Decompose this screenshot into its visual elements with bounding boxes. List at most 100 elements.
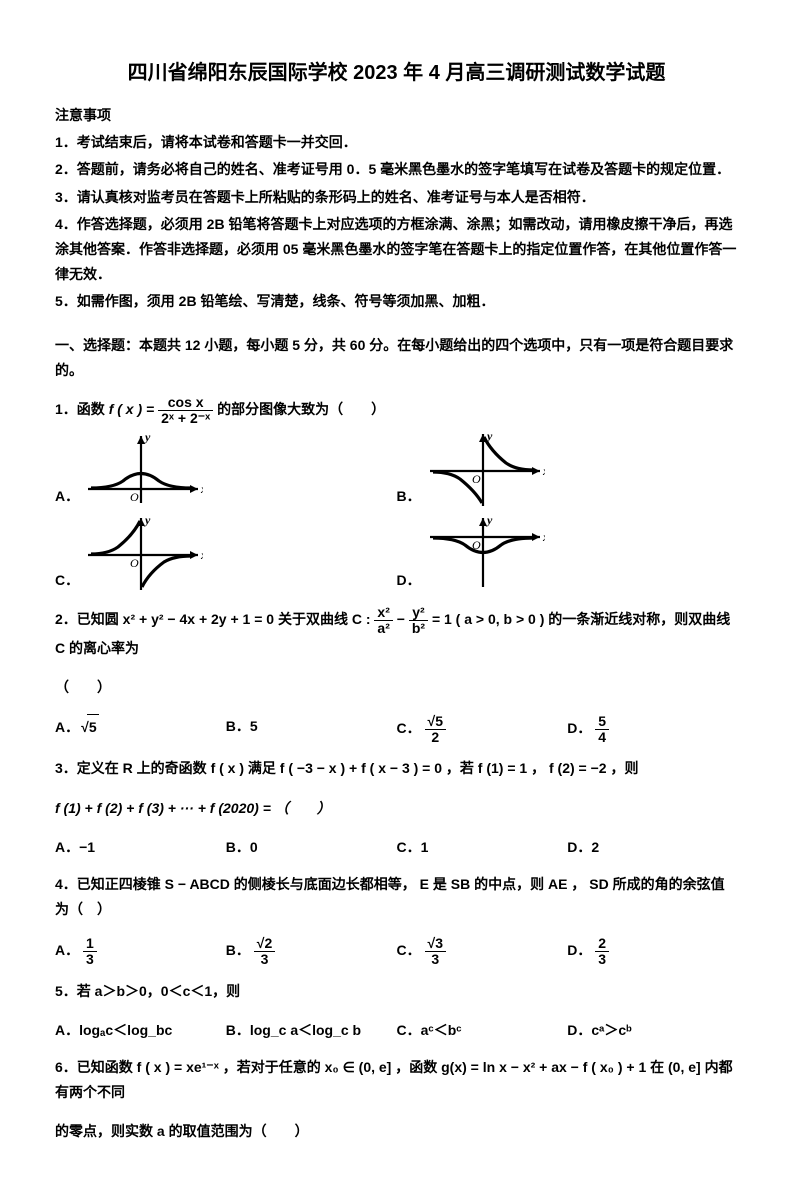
question-3-stem: 3．定义在 R 上的奇函数 f ( x ) 满足 f ( −3 − x ) + … [55, 756, 738, 781]
q2-d-num: 5 [595, 714, 609, 730]
q4-d-den: 3 [595, 952, 609, 967]
q2-frac1-num: x² [374, 605, 392, 621]
graph-d-icon: x y O [425, 515, 545, 593]
q2-options: A．5 B．5 C． √52 D． 54 [55, 714, 738, 744]
svg-text:O: O [130, 490, 139, 504]
note-line: 1．考试结束后，请将本试卷和答题卡一并交回． [55, 130, 738, 155]
q2-opt-d: D． 54 [567, 714, 738, 744]
section-heading: 一、选择题：本题共 12 小题，每小题 5 分，共 60 分。在每小题给出的四个… [55, 333, 738, 383]
q3-opt-c: C．1 [397, 835, 568, 860]
question-3-expr: f (1) + f (2) + f (3) + ··· + f (2020) =… [55, 796, 738, 821]
q1-graph-row-2: C． x y O D． x y O [55, 515, 738, 593]
q1-opt-d-cell: D． x y O [397, 515, 739, 593]
page-title: 四川省绵阳东辰国际学校 2023 年 4 月高三调研测试数学试题 [55, 55, 738, 91]
question-6-line2: 的零点，则实数 a 的取值范围为（ ） [55, 1119, 738, 1144]
q2-frac2-den: b² [409, 621, 428, 636]
q4-c-frac: √33 [425, 936, 446, 966]
svg-text:x: x [542, 464, 545, 478]
sqrt-icon: 5 [79, 714, 98, 740]
q4-d-frac: 23 [595, 936, 609, 966]
q3-opt-d: D．2 [567, 835, 738, 860]
svg-text:x: x [200, 482, 203, 496]
q1-label-a: A． [55, 484, 83, 509]
exam-page: 四川省绵阳东辰国际学校 2023 年 4 月高三调研测试数学试题 注意事项 1．… [0, 0, 793, 1199]
question-2: 2．已知圆 x² + y² − 4x + 2y + 1 = 0 关于双曲线 C … [55, 605, 738, 661]
q4-c-num: √3 [425, 936, 446, 952]
svg-text:y: y [485, 515, 493, 527]
q1-label-b: B． [397, 484, 425, 509]
svg-text:O: O [130, 556, 139, 570]
q5-opt-a: A．logₐc＜log_bc [55, 1018, 226, 1043]
q1-opt-c-cell: C． x y O [55, 515, 397, 593]
q1-stem-post: 的部分图像大致为（ ） [217, 401, 385, 417]
q1-stem-pre: 1．函数 [55, 401, 109, 417]
q2-d-frac: 54 [595, 714, 609, 744]
question-1: 1．函数 f ( x ) = cos x 2ˣ + 2⁻ˣ 的部分图像大致为（ … [55, 395, 738, 425]
q3-opt-b: B．0 [226, 835, 397, 860]
svg-text:y: y [143, 431, 151, 444]
q5-opt-c: C．aᶜ＜bᶜ [397, 1018, 568, 1043]
notes-header: 注意事项 [55, 103, 738, 128]
q2-opt-c-label: C． [397, 720, 421, 736]
q1-num: cos x [158, 395, 213, 411]
q4-opt-b: B． √23 [226, 936, 397, 966]
q2-pre: 2．已知圆 x² + y² − 4x + 2y + 1 = 0 关于双曲线 C … [55, 611, 374, 627]
svg-text:x: x [200, 548, 203, 562]
q2-opt-a-label: A． [55, 719, 79, 735]
q4-opt-c: C． √33 [397, 936, 568, 966]
q4-a-num: 1 [83, 936, 97, 952]
q5-opt-b: B．log_c a＜log_c b [226, 1018, 397, 1043]
graph-b-icon: x y O [425, 431, 545, 509]
q2-frac1-den: a² [374, 621, 392, 636]
q5-options: A．logₐc＜log_bc B．log_c a＜log_c b C．aᶜ＜bᶜ… [55, 1018, 738, 1043]
q4-c-label: C． [397, 942, 421, 958]
q2-d-den: 4 [595, 730, 609, 745]
q2-opt-a: A． 5 [55, 714, 226, 744]
note-line: 3．请认真核对监考员在答题卡上所粘贴的条形码上的姓名、准考证号与本人是否相符． [55, 185, 738, 210]
graph-a-icon: x y O [83, 431, 203, 509]
q2-opt-d-label: D． [567, 720, 591, 736]
q4-d-label: D． [567, 942, 591, 958]
q4-b-num: √2 [254, 936, 275, 952]
q1-fraction: cos x 2ˣ + 2⁻ˣ [158, 395, 213, 425]
graph-c-icon: x y O [83, 515, 203, 593]
q2-blank: （ ） [55, 675, 738, 700]
q2-c-den: 2 [425, 730, 446, 745]
svg-text:y: y [143, 515, 151, 527]
q1-den: 2ˣ + 2⁻ˣ [158, 411, 213, 426]
q4-opt-d: D． 23 [567, 936, 738, 966]
note-line: 5．如需作图，须用 2B 铅笔绘、写清楚，线条、符号等须加黑、加粗． [55, 289, 738, 314]
q4-c-den: 3 [425, 952, 446, 967]
q2-opt-b: B．5 [226, 714, 397, 744]
note-line: 2．答题前，请务必将自己的姓名、准考证号用 0．5 毫米黑色墨水的签字笔填写在试… [55, 157, 738, 182]
q3-opt-a: A．−1 [55, 835, 226, 860]
q2-c-num: √5 [425, 714, 446, 730]
q2-a-val: 5 [87, 714, 99, 740]
question-5-stem: 5．若 a＞b＞0，0＜c＜1，则 [55, 979, 738, 1004]
q1-label-d: D． [397, 568, 425, 593]
q4-a-frac: 13 [83, 936, 97, 966]
q2-frac2: y² b² [409, 605, 428, 635]
q1-graph-row-1: A． x y O B． x y O [55, 431, 738, 509]
q4-b-label: B． [226, 942, 250, 958]
q4-b-den: 3 [254, 952, 275, 967]
question-6-line1: 6．已知函数 f ( x ) = xe¹⁻ˣ ，若对于任意的 x₀ ∈ (0, … [55, 1055, 738, 1105]
q1-opt-b-cell: B． x y O [397, 431, 739, 509]
q4-a-den: 3 [83, 952, 97, 967]
q1-opt-a-cell: A． x y O [55, 431, 397, 509]
q5-opt-d: D．cᵃ＞cᵇ [567, 1018, 738, 1043]
q4-options: A． 13 B． √23 C． √33 D． 23 [55, 936, 738, 966]
notes-block: 注意事项 1．考试结束后，请将本试卷和答题卡一并交回． 2．答题前，请务必将自己… [55, 103, 738, 315]
q3-options: A．−1 B．0 C．1 D．2 [55, 835, 738, 860]
note-line: 4．作答选择题，必须用 2B 铅笔将答题卡上对应选项的方框涂满、涂黑；如需改动，… [55, 212, 738, 288]
q2-opt-c: C． √52 [397, 714, 568, 744]
svg-text:O: O [472, 472, 481, 486]
q2-frac1: x² a² [374, 605, 392, 635]
question-4-stem: 4．已知正四棱锥 S − ABCD 的侧棱长与底面边长都相等， E 是 SB 的… [55, 872, 738, 922]
q2-minus: − [397, 611, 409, 627]
q1-label-c: C． [55, 568, 83, 593]
q2-frac2-num: y² [409, 605, 428, 621]
q4-d-num: 2 [595, 936, 609, 952]
q4-b-frac: √23 [254, 936, 275, 966]
q4-a-label: A． [55, 942, 79, 958]
